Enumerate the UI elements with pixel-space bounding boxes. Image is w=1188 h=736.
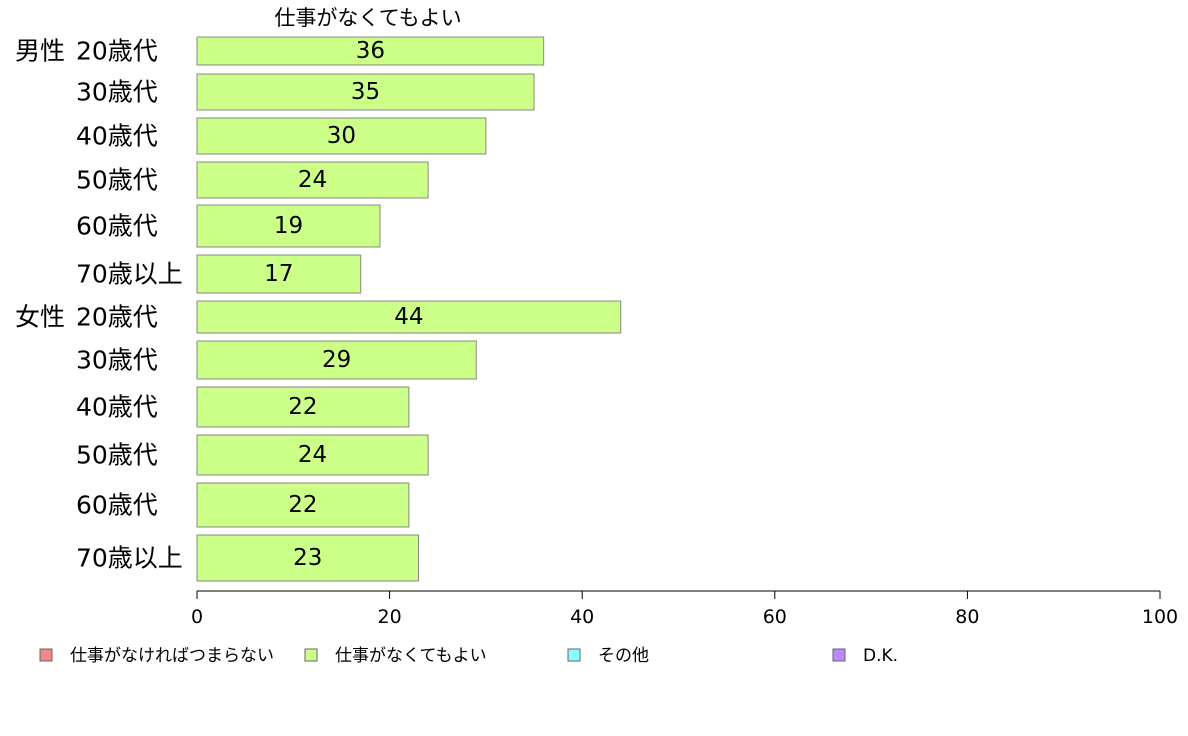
- bar-value-label: 22: [288, 394, 317, 420]
- group-label: 女性: [15, 303, 65, 332]
- category-label: 60歳代: [76, 491, 158, 520]
- legend-swatch: [39, 648, 53, 662]
- series-title: 仕事がなくてもよい: [274, 6, 461, 30]
- category-label: 70歳以上: [76, 260, 183, 289]
- category-label: 40歳代: [76, 393, 158, 422]
- axis-tick-label: 40: [570, 606, 594, 628]
- value-axis: 0 20 40 60 80 100: [191, 590, 1178, 628]
- category-label: 50歳代: [76, 166, 158, 195]
- axis-tick-label: 20: [378, 606, 402, 628]
- bar-value-label: 24: [298, 167, 327, 193]
- bar: [196, 482, 410, 528]
- bar-value-label: 30: [327, 123, 356, 149]
- bar-value-label: 17: [264, 261, 293, 287]
- bar: [196, 386, 410, 428]
- category-label: 20歳代: [76, 37, 158, 66]
- bar: [196, 434, 429, 476]
- category-label: 50歳代: [76, 441, 158, 470]
- legend-label: 仕事がなくてもよい: [335, 646, 487, 666]
- axis-tick-label: 0: [191, 606, 203, 628]
- bar-value-label: 19: [274, 213, 303, 239]
- legend: 仕事がなければつまらない 仕事がなくてもよい その他 D.K.: [39, 646, 898, 666]
- axis-tick-label: 60: [763, 606, 787, 628]
- bar: [196, 73, 535, 111]
- legend-label: 仕事がなければつまらない: [70, 646, 274, 666]
- category-label: 70歳以上: [76, 544, 183, 573]
- bar: [196, 340, 477, 380]
- bar: [196, 161, 429, 199]
- bar: [196, 117, 487, 155]
- bar-value-label: 36: [356, 38, 385, 64]
- legend-label: その他: [598, 646, 649, 666]
- category-label: 40歳代: [76, 122, 158, 151]
- bar: [196, 204, 381, 248]
- bar-value-label: 29: [322, 347, 351, 373]
- bar: [196, 254, 362, 294]
- bar-value-label: 24: [298, 442, 327, 468]
- legend-swatch: [304, 648, 318, 662]
- bars-group: [196, 36, 622, 582]
- bar: [196, 300, 622, 334]
- category-label: 60歳代: [76, 212, 158, 241]
- category-label: 20歳代: [76, 303, 158, 332]
- category-label: 30歳代: [76, 78, 158, 107]
- legend-swatch: [832, 648, 846, 662]
- bar-value-label: 35: [351, 79, 380, 105]
- axis-tick-label: 80: [955, 606, 979, 628]
- bar-value-label: 23: [293, 545, 322, 571]
- category-labels: 20歳代 30歳代 40歳代 50歳代 60歳代 70歳以上 20歳代 30歳代 40歳代 50歳…: [76, 37, 183, 573]
- axis-tick-label: 100: [1142, 606, 1178, 628]
- bar: [196, 36, 545, 66]
- group-label: 男性: [15, 37, 65, 66]
- bar-value-label: 44: [394, 304, 423, 330]
- legend-swatch: [567, 648, 581, 662]
- category-label: 30歳代: [76, 346, 158, 375]
- bar-value-label: 22: [288, 492, 317, 518]
- bar: [196, 534, 419, 582]
- legend-label: D.K.: [863, 646, 898, 666]
